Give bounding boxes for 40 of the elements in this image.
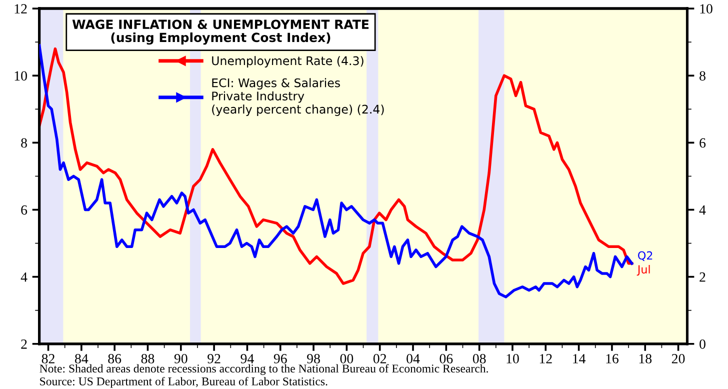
x-tick-label: 08 <box>472 354 486 364</box>
text: WAGE INFLATION & UNEMPLOYMENT RATE <box>72 20 369 30</box>
y-tick-label: 12 <box>14 4 27 14</box>
y-tick-label: 6 <box>21 205 28 215</box>
y2-tick-label: 10 <box>700 4 712 14</box>
y-tick-label: 8 <box>21 138 27 148</box>
y2-tick-label: 2 <box>700 272 706 282</box>
annotation: Q2 <box>638 251 652 261</box>
x-tick-label: 96 <box>274 354 287 364</box>
annotation: Jul <box>636 264 650 276</box>
x-tick-label: 12 <box>540 354 552 364</box>
x-tick-label: 20 <box>672 354 685 364</box>
x-tick-label: 02 <box>373 354 386 364</box>
source-note: Source: US Department of Labor, Bureau of Labor Statistics. <box>40 376 328 388</box>
legend-label: ECI: Wages & Salaries Private Industry (yearly percent change) (2.4) <box>212 78 384 116</box>
x-tick-label: 84 <box>75 354 88 364</box>
y-tick-label: 2 <box>21 340 27 349</box>
x-tick-label: 92 <box>208 354 220 364</box>
y2-tick-label: 0 <box>700 339 706 349</box>
x-tick-label: 06 <box>440 354 453 364</box>
legend-label: Unemployment Rate (4.3) <box>212 56 364 68</box>
x-tick-label: 86 <box>108 354 122 364</box>
x-tick-label: 90 <box>174 354 188 364</box>
text: (using Employment Cost Index) <box>111 32 330 45</box>
y2-tick-label: 4 <box>699 205 706 215</box>
x-tick-label: 18 <box>639 354 652 364</box>
x-tick-label: 16 <box>606 354 618 364</box>
x-tick-label: 04 <box>406 354 420 364</box>
x-tick-label: 82 <box>42 354 54 364</box>
x-tick-label: 14 <box>573 354 586 364</box>
x-tick-label: 10 <box>506 354 519 364</box>
y2-tick-label: 6 <box>700 138 706 148</box>
x-tick-label: 00 <box>340 354 354 364</box>
y2-tick-label: 8 <box>700 71 706 81</box>
x-tick-label: 98 <box>307 354 320 364</box>
text: Note: Shaded areas denote recessions according to the National Bureau of Economic Research. <box>40 364 488 375</box>
x-tick-label: 94 <box>240 354 254 364</box>
x-tick-label: 88 <box>141 354 154 364</box>
y-tick-label: 10 <box>14 71 27 81</box>
y-tick-label: 4 <box>20 272 28 282</box>
